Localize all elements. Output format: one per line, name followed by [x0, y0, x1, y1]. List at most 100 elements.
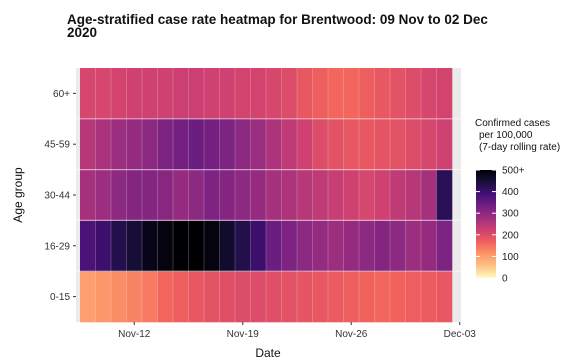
heatmap-cell — [157, 68, 174, 120]
heatmap-cell — [95, 169, 112, 221]
heatmap-cell — [343, 220, 360, 272]
heatmap-cell — [281, 118, 298, 170]
heatmap-cell — [111, 271, 127, 323]
heatmap-cell — [436, 169, 453, 221]
heatmap-cell — [250, 220, 267, 272]
heatmap-cell — [219, 220, 236, 272]
heatmap-cell — [266, 68, 282, 120]
heatmap-cell — [126, 169, 143, 221]
heatmap-cell — [188, 220, 205, 272]
x-axis-ticks: Nov-12 Nov-19 Nov-26 Dec-03 — [118, 322, 476, 340]
heatmap-cell — [436, 271, 453, 323]
heatmap-cell — [328, 220, 344, 272]
heatmap-cell — [297, 169, 313, 221]
heatmap-cell — [235, 220, 251, 272]
heatmap-cell — [80, 118, 96, 170]
heatmap-cell — [359, 220, 375, 272]
heatmap-cells — [80, 68, 453, 323]
heatmap-cell — [421, 169, 437, 221]
heatmap-cell — [281, 169, 298, 221]
heatmap-cell — [188, 169, 205, 221]
legend-title-line-2: per 100,000 — [479, 130, 533, 141]
heatmap-cell — [297, 220, 313, 272]
heatmap-cell — [173, 169, 189, 221]
heatmap-cell — [157, 169, 174, 221]
heatmap-cell — [297, 68, 313, 120]
x-tick-label: Dec-03 — [444, 329, 477, 340]
heatmap-cell — [359, 169, 375, 221]
y-axis-label: Age group — [11, 167, 25, 223]
heatmap-cell — [126, 220, 143, 272]
heatmap-cell — [390, 220, 406, 272]
heatmap-cell — [297, 271, 313, 323]
heatmap-cell — [343, 169, 360, 221]
heatmap-cell — [111, 118, 127, 170]
heatmap-cell — [111, 169, 127, 221]
heatmap-cell — [405, 68, 422, 120]
heatmap-cell — [343, 118, 360, 170]
heatmap-cell — [188, 118, 205, 170]
heatmap-cell — [126, 271, 143, 323]
heatmap-cell — [421, 220, 437, 272]
heatmap-cell — [281, 220, 298, 272]
heatmap-cell — [374, 118, 391, 170]
heatmap-cell — [235, 169, 251, 221]
x-tick-label: Nov-26 — [335, 329, 368, 340]
heatmap-cell — [328, 271, 344, 323]
heatmap-cell — [266, 271, 282, 323]
heatmap-cell — [142, 271, 158, 323]
legend-ticks: 500+ 400 300 200 100 0 — [476, 166, 525, 285]
heatmap-cell — [266, 220, 282, 272]
heatmap-cell — [80, 68, 96, 120]
heatmap-cell — [359, 68, 375, 120]
heatmap-cell — [250, 118, 267, 170]
heatmap-cell — [390, 271, 406, 323]
heatmap-cell — [421, 271, 437, 323]
heatmap-cell — [312, 271, 329, 323]
heatmap-cell — [312, 118, 329, 170]
heatmap-cell — [142, 220, 158, 272]
heatmap-cell — [235, 271, 251, 323]
heatmap-cell — [204, 169, 220, 221]
heatmap-cell — [219, 68, 236, 120]
heatmap-cell — [359, 118, 375, 170]
heatmap-cell — [157, 271, 174, 323]
x-tick-label: Nov-12 — [118, 329, 151, 340]
heatmap-cell — [250, 271, 267, 323]
legend-title-line-1: Confirmed cases — [475, 118, 550, 129]
heatmap-cell — [266, 118, 282, 170]
grid-lines — [76, 68, 461, 322]
heatmap-cell — [436, 118, 453, 170]
heatmap-cell — [157, 220, 174, 272]
heatmap-cell — [95, 118, 112, 170]
heatmap-cell — [142, 169, 158, 221]
heatmap-cell — [390, 118, 406, 170]
heatmap-cell — [95, 68, 112, 120]
y-axis-ticks: 0-15 16-29 30-44 45-59 60+ — [44, 89, 76, 303]
heatmap-cell — [281, 68, 298, 120]
heatmap-cell — [436, 68, 453, 120]
heatmap-cell — [312, 169, 329, 221]
heatmap-cell — [374, 220, 391, 272]
heatmap-cell — [235, 68, 251, 120]
heatmap-cell — [173, 118, 189, 170]
heatmap-cell — [421, 68, 437, 120]
heatmap-cell — [312, 68, 329, 120]
heatmap-cell — [405, 118, 422, 170]
y-tick-label: 45-59 — [44, 140, 70, 151]
heatmap-cell — [219, 169, 236, 221]
heatmap-cell — [312, 220, 329, 272]
heatmap-cell — [173, 220, 189, 272]
heatmap-cell — [204, 271, 220, 323]
legend-tick-label: 400 — [502, 187, 519, 198]
chart-title-line-1: Age-stratified case rate heatmap for Bre… — [67, 12, 488, 27]
heatmap-cell — [405, 220, 422, 272]
heatmap-cell — [219, 271, 236, 323]
heatmap-cell — [126, 118, 143, 170]
legend-tick-label: 500+ — [502, 166, 525, 177]
legend-tick-label: 200 — [502, 230, 519, 241]
y-tick-label: 60+ — [53, 89, 70, 100]
x-axis-label: Date — [255, 346, 281, 360]
heatmap-cell — [374, 169, 391, 221]
